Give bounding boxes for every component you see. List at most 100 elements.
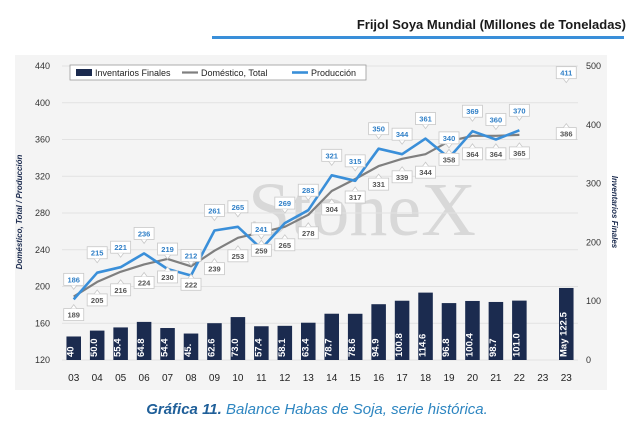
x-tick-label: 16: [373, 373, 385, 384]
callout-pointer: [304, 196, 312, 201]
bar: [183, 333, 199, 360]
bar-data-label: 64.8: [136, 339, 147, 358]
callout-pointer: [70, 285, 78, 291]
data-label-produccion: 186: [67, 275, 80, 284]
data-label-domestico: 331: [372, 180, 385, 189]
x-tick-label: 04: [92, 373, 104, 384]
bar: [394, 300, 410, 360]
x-tick-label: 08: [185, 373, 197, 384]
callout-pointer: [93, 258, 101, 264]
bar-data-label: 45.: [183, 344, 194, 357]
x-tick-label: 21: [490, 373, 502, 384]
data-label-domestico: 339: [396, 173, 409, 182]
bar-data-label: 73.0: [230, 339, 241, 358]
data-label-domestico: 222: [185, 280, 198, 289]
bar: [113, 327, 128, 360]
data-label-produccion: 344: [396, 130, 409, 139]
data-label-produccion: 369: [466, 107, 479, 116]
callout-pointer: [445, 148, 453, 154]
bar-data-label: 114.6: [418, 334, 429, 357]
x-tick-label: 11: [256, 373, 267, 384]
bar: [160, 328, 175, 360]
callout-pointer: [93, 289, 101, 295]
data-label-domestico: 386: [560, 130, 573, 139]
x-tick-label: 03: [68, 373, 80, 384]
data-label-produccion: 350: [372, 125, 385, 134]
callout-pointer: [492, 143, 500, 149]
callout-pointer: [140, 271, 148, 277]
data-label-produccion: 340: [443, 134, 456, 143]
callout-pointer: [258, 234, 265, 240]
y-tick-label-right: 0: [586, 355, 591, 365]
x-tick-label: 13: [303, 373, 315, 384]
callout-pointer: [140, 239, 148, 245]
legend-label-produccion: Producción: [311, 68, 356, 78]
legend: Inventarios Finales Doméstico, Total Produ…: [69, 64, 367, 81]
callout-pointer: [211, 216, 218, 222]
bar-data-label: May 122.5: [558, 311, 569, 357]
callout-pointer: [211, 258, 218, 263]
data-label-produccion: 321: [325, 151, 338, 160]
callout-pointer: [258, 239, 265, 245]
data-label-produccion: 241: [255, 225, 268, 234]
callout-pointer: [492, 125, 500, 131]
callout-pointer: [351, 166, 359, 172]
callout-pointer: [164, 266, 171, 272]
callout-pointer: [328, 198, 336, 204]
y-axis-label-left: Doméstico, Total / Producción: [15, 154, 24, 269]
legend-label-domestico: Doméstico, Total: [201, 68, 267, 78]
bar-data-label: 57.4: [253, 338, 264, 357]
callout-pointer: [70, 303, 78, 309]
bar: [136, 321, 152, 360]
bar-data-label: 62.6: [206, 339, 217, 358]
x-tick-label: 06: [139, 373, 151, 384]
bar: [347, 313, 363, 360]
data-label-domestico: 344: [419, 168, 432, 177]
bar-data-label: 40: [66, 346, 77, 357]
y-tick-label-right: 400: [586, 120, 601, 130]
callout-pointer: [469, 143, 476, 149]
bar: [66, 336, 81, 360]
data-label-domestico: 304: [325, 205, 338, 214]
data-label-domestico: 317: [349, 193, 362, 202]
data-label-domestico: 216: [114, 286, 127, 295]
callout-pointer: [117, 279, 124, 285]
chart: Frijol Soya Mundial (Millones de Tonelad…: [15, 17, 626, 390]
data-label-domestico: 265: [279, 241, 292, 250]
x-tick-label: 23: [537, 373, 549, 384]
bar-data-label: 94.9: [371, 339, 382, 358]
bar: [89, 330, 105, 360]
data-label-domestico: 239: [208, 265, 221, 274]
bar: [230, 317, 246, 360]
callout-pointer: [422, 124, 429, 130]
x-tick-label: 17: [397, 373, 409, 384]
bar: [301, 322, 316, 360]
x-tick-label: 09: [209, 373, 221, 384]
data-label-produccion: 283: [302, 186, 315, 195]
legend-label-inventarios: Inventarios Finales: [95, 68, 171, 78]
data-label-domestico: 259: [255, 246, 268, 255]
y-tick-label-right: 100: [586, 296, 601, 306]
x-tick-label: 18: [420, 373, 432, 384]
x-tick-label: 07: [162, 373, 174, 384]
callout-pointer: [422, 161, 429, 167]
data-label-produccion: 236: [138, 229, 151, 238]
data-label-domestico: 205: [91, 296, 104, 305]
bar: [207, 323, 222, 360]
title-rule: [212, 36, 624, 39]
data-label-produccion: 315: [349, 157, 362, 166]
y-tick-label-left: 160: [35, 318, 50, 328]
y-tick-label-right: 500: [586, 61, 601, 71]
callout-pointer: [398, 166, 406, 172]
y-tick-label-right: 300: [586, 179, 601, 189]
callout-pointer: [328, 161, 336, 166]
data-label-produccion: 361: [419, 115, 432, 124]
x-tick-label: 15: [350, 373, 362, 384]
data-label-produccion: 215: [91, 249, 104, 258]
data-label-produccion: 221: [114, 243, 127, 252]
bar: [371, 304, 386, 360]
figure-caption: Gráfica 11. Balance Habas de Soja, serie…: [0, 401, 634, 418]
callout-pointer: [164, 254, 171, 260]
y-tick-label-left: 120: [35, 355, 50, 365]
callout-pointer: [281, 234, 289, 240]
